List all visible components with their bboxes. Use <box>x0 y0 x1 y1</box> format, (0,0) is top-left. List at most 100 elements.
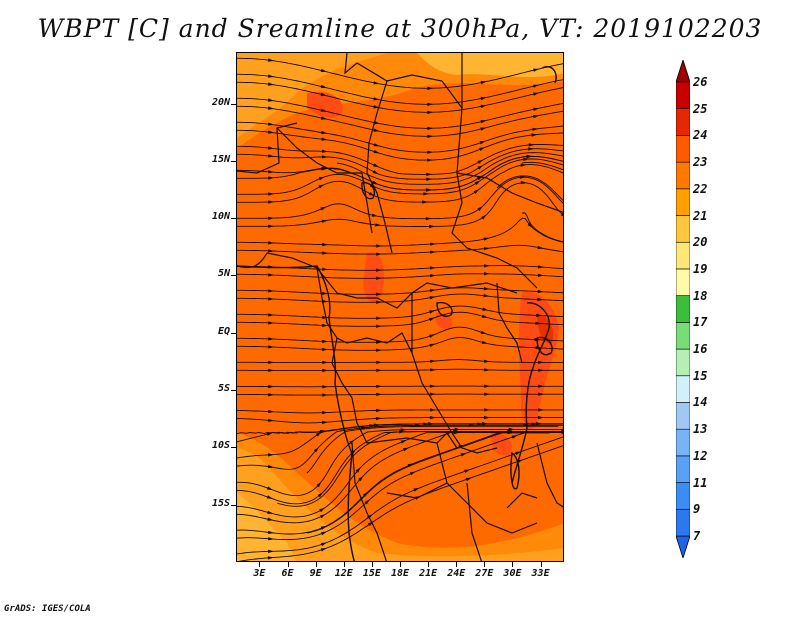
streamline-arrow <box>376 408 383 413</box>
streamline <box>306 425 559 474</box>
colorbar-segment <box>676 241 690 270</box>
streamline-arrow <box>268 200 275 204</box>
latitude-tick-label: 15N <box>211 153 230 165</box>
colorbar-label: 25 <box>693 101 708 116</box>
colorbar-label: 15 <box>693 368 708 383</box>
streamline-arrow <box>427 86 434 90</box>
streamline-arrow <box>407 463 414 468</box>
streamline-arrow <box>268 409 275 414</box>
streamline-arrow <box>477 422 484 426</box>
streamline <box>496 175 563 201</box>
streamline-arrow <box>376 276 383 280</box>
streamline-arrow <box>484 392 491 396</box>
streamline-arrow <box>313 446 319 453</box>
streamline-arrow <box>409 471 416 476</box>
streamline <box>237 424 563 470</box>
streamline-arrow <box>528 147 535 151</box>
streamline-arrow <box>322 155 328 159</box>
streamline-arrow <box>413 487 420 492</box>
streamline-arrow <box>430 408 437 412</box>
streamline-arrow <box>322 251 329 255</box>
colorbar-label: 18 <box>693 288 708 303</box>
longitude-tick-mark <box>428 562 430 567</box>
streamline-arrow <box>430 242 437 246</box>
streamline-arrow <box>320 108 327 112</box>
streamline <box>237 409 563 414</box>
streamline-arrow <box>538 408 545 412</box>
streamline-arrow <box>268 384 275 389</box>
streamline-arrow <box>520 180 527 185</box>
field-patch-ne-yellow <box>417 53 563 78</box>
streamline-arrow <box>322 347 329 351</box>
streamline-arrow <box>322 275 329 279</box>
streamline <box>237 393 563 396</box>
streamline-arrow <box>427 110 434 114</box>
streamline-arrow <box>400 439 407 444</box>
streamline <box>237 155 563 191</box>
latitude-tick-mark <box>231 504 236 506</box>
streamline-arrow <box>477 175 483 181</box>
latitude-tick-label: 5S <box>217 383 230 395</box>
streamline-arrow <box>477 159 484 164</box>
streamline-arrow <box>322 420 328 425</box>
streamline-arrow <box>317 492 324 498</box>
streamline-arrow <box>473 189 480 194</box>
latitude-tick-label: EQ <box>217 325 230 337</box>
longitude-tick-label: 33E <box>531 568 550 579</box>
streamline-arrow <box>372 180 379 185</box>
streamline-arrow <box>508 427 515 431</box>
streamline-arrow <box>268 82 275 86</box>
streamline <box>237 265 563 271</box>
streamline <box>237 423 563 459</box>
colorbar-segment <box>676 161 690 190</box>
streamline-arrow <box>268 170 275 174</box>
field-patch-warm-2 <box>363 252 384 304</box>
streamline-arrow <box>375 223 382 227</box>
streamline <box>237 428 563 497</box>
streamline-arrow <box>423 422 430 426</box>
longitude-tick-label: 9E <box>309 568 322 579</box>
streamline-arrow <box>429 224 436 229</box>
streamline-arrow <box>266 432 273 436</box>
streamline-arrow <box>480 104 487 108</box>
streamline-arrow <box>403 447 410 452</box>
streamline-arrow <box>376 292 383 296</box>
streamline-arrow <box>316 481 322 488</box>
streamline-arrow <box>481 340 488 344</box>
streamline-arrow <box>370 183 377 188</box>
streamline <box>237 144 563 175</box>
streamline-arrow <box>268 289 275 293</box>
colorbar-max-triangle <box>676 60 690 83</box>
streamline <box>237 129 563 161</box>
streamline-arrow <box>484 264 490 268</box>
longitude-tick-mark <box>315 562 317 567</box>
streamline-arrow <box>268 216 275 220</box>
streamline-arrow <box>454 430 461 434</box>
streamline-arrow <box>422 200 429 204</box>
streamline-arrow <box>268 154 275 158</box>
streamline-arrow <box>358 475 364 482</box>
streamline-arrow <box>320 84 327 88</box>
streamline <box>306 432 550 534</box>
streamline-arrow <box>484 272 490 276</box>
colorbar-label: 22 <box>693 181 708 196</box>
streamline-arrow <box>460 453 467 457</box>
streamline-arrow <box>515 451 522 455</box>
streamline <box>237 359 563 363</box>
streamline-arrow <box>362 491 369 497</box>
streamline-arrow <box>458 444 465 449</box>
streamline-arrow <box>426 177 433 181</box>
streamline-arrow <box>479 140 486 145</box>
streamline-arrow <box>520 163 527 167</box>
streamline-arrow <box>320 525 327 530</box>
longitude-tick-label: 15E <box>362 568 381 579</box>
streamline-arrow <box>373 423 380 428</box>
streamline-arrow <box>321 130 328 135</box>
streamline-arrow <box>427 134 434 138</box>
streamline-arrow <box>267 510 274 514</box>
streamline-arrow <box>268 241 275 245</box>
streamline-arrow <box>535 346 542 350</box>
latitude-tick-mark <box>231 103 236 105</box>
streamline-arrow <box>430 266 437 270</box>
streamline-arrow <box>430 384 437 388</box>
